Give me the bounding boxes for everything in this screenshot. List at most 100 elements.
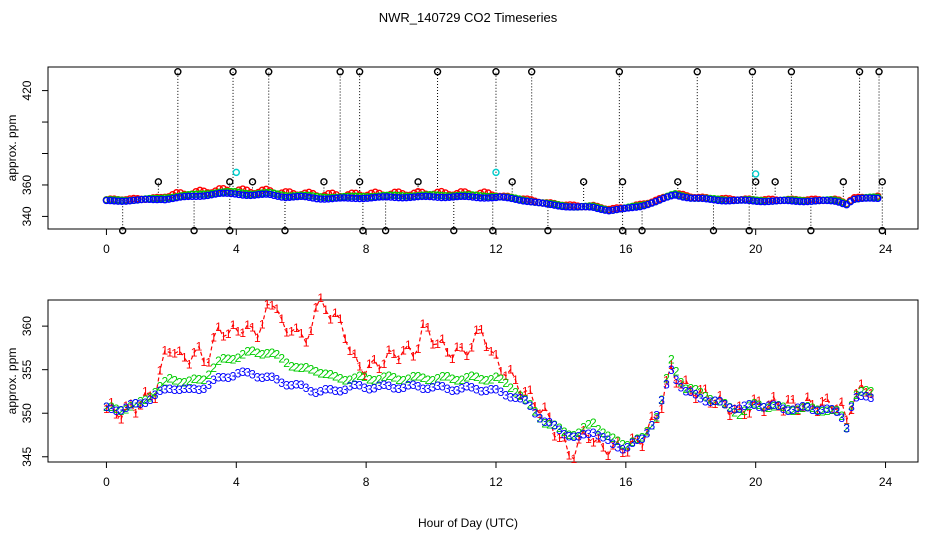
flagged-point bbox=[355, 68, 364, 76]
series-3-point: 3 bbox=[259, 371, 266, 385]
series-3-point: 3 bbox=[356, 379, 363, 393]
series-2-point: 2 bbox=[809, 401, 816, 415]
series-3-point: 3 bbox=[381, 378, 388, 392]
series-2-point: 2 bbox=[585, 418, 592, 432]
series-1-point: 1 bbox=[157, 364, 164, 378]
series-3-point bbox=[215, 189, 224, 198]
series-3-point bbox=[137, 195, 146, 204]
series-3-point: 3 bbox=[191, 382, 198, 396]
series-3-point bbox=[297, 192, 305, 201]
series-3-point: 3 bbox=[288, 378, 295, 392]
series-1-point: 1 bbox=[580, 423, 587, 437]
series-2-point: 2 bbox=[580, 421, 587, 435]
series-2-point: 2 bbox=[283, 356, 290, 370]
series-3-point bbox=[184, 192, 192, 201]
series-3-point: 3 bbox=[132, 397, 139, 411]
series-3-point bbox=[835, 198, 843, 206]
series-2-point: 2 bbox=[259, 347, 266, 361]
flagged-point bbox=[807, 226, 815, 235]
flagged-point bbox=[336, 68, 344, 76]
series-3-point bbox=[690, 194, 699, 202]
series-3-point: 3 bbox=[731, 403, 738, 417]
flagged-point bbox=[433, 68, 442, 76]
series-3-point bbox=[613, 205, 621, 214]
series-3-point bbox=[168, 194, 177, 203]
series-2-point: 2 bbox=[278, 351, 285, 365]
series-2-point: 2 bbox=[756, 398, 763, 412]
series-3-point bbox=[874, 194, 882, 203]
series-3-point bbox=[157, 195, 165, 204]
flagged-point bbox=[154, 178, 163, 186]
series-1-point: 1 bbox=[434, 337, 441, 351]
series-2-point: 2 bbox=[702, 389, 709, 403]
series-1-point: 1 bbox=[868, 386, 875, 400]
series-3-point: 3 bbox=[395, 382, 402, 396]
top-x-tick-label: 20 bbox=[749, 242, 763, 256]
series-3-point: 3 bbox=[283, 378, 290, 392]
series-3-point bbox=[698, 194, 707, 203]
series-1-point: 1 bbox=[288, 324, 295, 338]
series-3-point: 3 bbox=[512, 391, 519, 405]
series-1-point: 1 bbox=[785, 393, 792, 407]
flagged-point bbox=[450, 226, 458, 235]
series-3-point: 3 bbox=[488, 383, 495, 397]
series-3-point: 3 bbox=[717, 394, 724, 408]
series-2-point: 2 bbox=[118, 404, 125, 418]
series-1-point: 1 bbox=[459, 340, 466, 354]
series-2-point: 2 bbox=[361, 370, 368, 384]
series-2-point: 2 bbox=[298, 361, 305, 375]
flagged-point bbox=[492, 68, 500, 76]
series-1-point: 1 bbox=[853, 386, 860, 400]
flagged-point bbox=[414, 178, 422, 186]
series-2-point: 2 bbox=[722, 396, 729, 410]
series-3-point bbox=[250, 191, 259, 199]
series-3-point: 3 bbox=[765, 399, 772, 413]
series-2-point: 2 bbox=[274, 347, 281, 361]
series-2-point: 2 bbox=[429, 373, 436, 387]
series-3-point bbox=[827, 197, 835, 205]
series-2-point: 2 bbox=[196, 372, 203, 386]
series-1-point: 1 bbox=[298, 327, 305, 341]
series-3-point bbox=[278, 193, 286, 201]
series-2-point: 2 bbox=[312, 364, 319, 378]
flagged-point bbox=[751, 178, 760, 186]
series-3-point bbox=[605, 207, 613, 215]
series-1-point: 1 bbox=[259, 318, 266, 332]
series-1-point: 1 bbox=[541, 400, 548, 414]
series-2-point: 2 bbox=[799, 401, 806, 415]
series-2-point: 2 bbox=[473, 370, 480, 384]
series-3-point: 3 bbox=[108, 402, 115, 416]
series-2-point: 2 bbox=[541, 417, 548, 431]
series-3-point bbox=[476, 194, 485, 202]
flagged-point bbox=[229, 68, 237, 76]
series-2-point: 2 bbox=[191, 372, 198, 386]
series-3-point: 3 bbox=[775, 399, 782, 413]
series-1-point: 1 bbox=[196, 339, 203, 353]
series-3-point bbox=[616, 205, 625, 213]
series-1-point: 1 bbox=[498, 365, 505, 379]
series-2-point: 2 bbox=[795, 403, 802, 417]
series-2-point: 2 bbox=[824, 404, 831, 418]
series-3-point: 3 bbox=[780, 402, 787, 416]
series-2-point: 2 bbox=[697, 385, 704, 399]
series-3-point bbox=[281, 193, 290, 202]
series-3-point bbox=[597, 205, 605, 214]
series-1-point: 1 bbox=[308, 324, 315, 338]
series-2-point: 2 bbox=[814, 403, 821, 417]
flagged-point bbox=[579, 178, 588, 186]
top-x-tick-label: 16 bbox=[619, 242, 633, 256]
series-3-point: 3 bbox=[424, 382, 431, 396]
series-1-point: 1 bbox=[760, 405, 767, 419]
series-2-point: 2 bbox=[838, 409, 845, 423]
series-2-point: 2 bbox=[449, 372, 456, 386]
series-2-point: 2 bbox=[308, 362, 315, 376]
series-1-point: 1 bbox=[103, 402, 110, 416]
series-3-point bbox=[153, 195, 161, 204]
series-2-point: 2 bbox=[546, 417, 553, 431]
flagged-point bbox=[190, 226, 198, 235]
reference-point bbox=[492, 168, 500, 177]
series-3-point bbox=[437, 193, 446, 202]
series-1-point: 1 bbox=[274, 302, 281, 316]
flagged-point bbox=[248, 178, 257, 186]
series-2-point: 2 bbox=[176, 376, 183, 390]
